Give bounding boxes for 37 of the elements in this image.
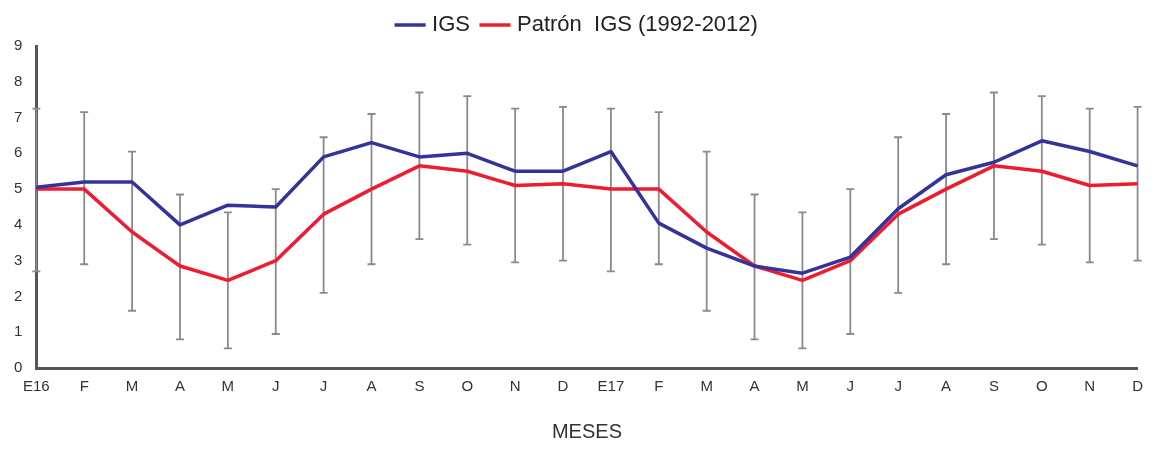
x-tick-label: J [894, 377, 902, 395]
x-tick-label: J [846, 377, 855, 395]
x-tick-label: M [221, 377, 235, 395]
x-tick-label: S [988, 377, 999, 395]
y-tick-label: 6 [14, 143, 23, 161]
legend-label: IGS [432, 11, 470, 37]
y-tick-label: 4 [14, 215, 23, 233]
x-tick-label: N [509, 377, 521, 395]
x-tick-label: M [796, 377, 809, 395]
x-tick-label: A [174, 377, 185, 395]
x-tick-label: N [1084, 377, 1096, 395]
x-tick-label: D [557, 377, 569, 395]
x-tick-label: O [461, 377, 474, 395]
x-tick-label: F [654, 377, 664, 395]
y-tick-label: 7 [14, 107, 23, 125]
y-tick-label: 2 [14, 286, 23, 304]
x-tick-label: O [1035, 377, 1048, 395]
x-tick-label: J [319, 377, 328, 395]
x-tick-label: A [749, 377, 760, 395]
y-tick-label: 0 [14, 358, 23, 376]
y-tick-label: 8 [14, 71, 23, 89]
y-tick-label: 3 [14, 250, 23, 268]
x-tick-label: D [1132, 377, 1144, 395]
x-tick-label: M [125, 377, 139, 395]
x-tick-label: E16 [22, 377, 50, 395]
x-tick-label: S [414, 377, 425, 395]
x-tick-label: M [700, 377, 713, 395]
legend-label: Patrón IGS (1992-2012) [516, 11, 758, 37]
x-tick-label: E17 [597, 377, 625, 395]
x-tick-label: J [271, 377, 280, 395]
y-tick-label: 9 [14, 36, 23, 54]
y-tick-label: 5 [14, 179, 23, 197]
x-axis-title: MESES [551, 419, 622, 442]
x-tick-label: F [79, 377, 89, 395]
x-tick-label: A [366, 377, 377, 395]
y-tick-label: 1 [14, 322, 23, 340]
x-tick-label: A [941, 377, 952, 395]
